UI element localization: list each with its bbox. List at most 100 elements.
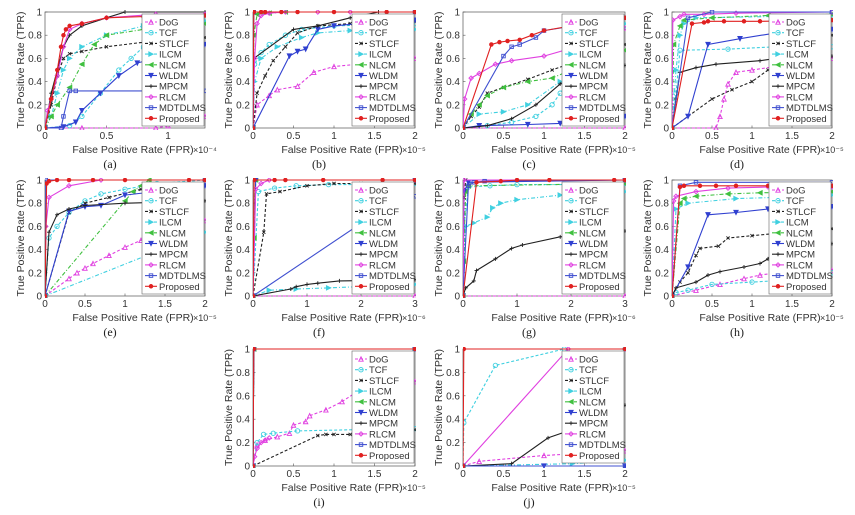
legend-rlcm-marker [358,94,364,100]
legend: DoGTCFSTLCFILCMNLCMWLDMMPCMRLCMMDTDLMSPr… [561,181,626,295]
legend-label-tcf: TCF [159,28,178,39]
y-tick-label: 1 [454,8,460,19]
point-proposed-marker [66,178,72,183]
point-mpcm-marker [348,15,353,20]
point-proposed-marker [529,32,535,38]
point-proposed-marker [622,178,626,183]
point-mpcm-marker [509,116,514,121]
y-tick-label: 0.8 [28,31,42,42]
y-tick-label: 0.4 [655,245,669,256]
point-proposed-marker [186,178,192,183]
legend-label-tcf: TCF [369,365,388,376]
point-stlcf-marker [332,432,336,437]
x-tick-label: 1 [749,131,755,142]
point-wldm-marker [134,60,141,67]
point-rlcm-marker [347,10,354,15]
point-rlcm-marker [266,178,273,183]
legend-label-mdtdlms: MDTDLMS [159,103,206,114]
legend-label-proposed: Proposed [369,282,410,293]
point-proposed-marker [705,19,711,24]
legend: DoGTCFSTLCFILCMNLCMWLDMMPCMRLCMMDTDLMSPr… [768,13,833,127]
point-mpcm-marker [714,62,718,67]
point-wldm-marker [685,264,691,271]
point-ilcm-marker [484,214,491,221]
legend-proposed-marker [358,284,364,289]
legend-stlcf-marker [149,41,153,46]
legend-label-wldm: WLDM [579,408,608,419]
point-dog-marker [274,86,281,93]
point-ilcm-marker [476,111,483,118]
y-tick-label: 0.8 [655,31,669,42]
panel-caption: (e) [103,325,116,339]
legend-dog-marker [148,186,154,193]
point-stlcf-marker [104,44,109,49]
point-dog-marker [733,69,739,75]
point-mpcm-marker [315,23,320,28]
point-mdtdlms-marker [61,114,66,119]
legend-mpcm-marker [776,84,780,89]
point-wldm-marker [72,119,79,126]
legend-label-wldm: WLDM [786,239,815,250]
y-tick-label: 0.8 [28,199,42,210]
point-stlcf-marker [750,233,754,238]
legend-stlcf-marker [359,378,363,383]
point-mpcm-marker [674,285,678,290]
y-tick-label: 1 [244,176,250,187]
x-tick-label: 1 [165,131,171,142]
legend-label-proposed: Proposed [786,282,827,293]
point-dog-marker [122,244,128,250]
legend-label-proposed: Proposed [579,282,620,293]
point-wldm-marker [115,73,122,80]
y-tick-label: 0 [36,292,42,303]
legend-label-mpcm: MPCM [579,82,608,93]
legend-rlcm-marker [148,262,154,268]
y-tick-label: 0.8 [655,199,669,210]
point-proposed-marker [55,67,60,73]
roc-panel: 0 0.2 0.4 0.6 0.8 1 0 0.5 1 1.5 2 True Positive Rat… [642,176,844,340]
point-proposed-marker [253,10,257,15]
legend-stlcf-marker [359,41,363,46]
legend-label-nlcm: NLCM [786,228,813,239]
point-rlcm-marker [254,20,260,27]
legend-tcf-marker [358,30,364,36]
point-dog-marker [339,398,346,405]
legend-ilcm-marker [775,51,782,58]
legend-label-mpcm: MPCM [369,82,398,93]
point-stlcf-marker [332,181,336,186]
series-line-mdtdlms [45,90,205,129]
legend-wldm-marker [775,240,781,247]
point-dog-marker [476,458,483,464]
point-nlcm-marker [201,21,206,26]
legend-label-mdtdlms: MDTDLMS [579,103,626,114]
point-proposed-marker [380,178,385,183]
y-tick-label: 0.6 [236,222,250,233]
legend-dog-marker [148,18,154,25]
y-tick-label: 0.2 [446,438,460,449]
x-tick-label: 0.5 [100,131,114,142]
point-ilcm-marker [60,67,67,73]
legend-mdtdlms-marker [358,105,364,110]
y-tick-label: 0.2 [28,268,42,279]
roc-panel: 0 0.2 0.4 0.6 0.8 1 0 0.5 1 1.5 2 True Positive Rat… [642,8,844,172]
point-wldm-marker [286,53,293,60]
point-stlcf-marker [315,433,320,438]
point-ilcm-marker [258,55,265,62]
x-tick-label: 1 [749,299,755,310]
legend-mdtdlms-marker [148,105,154,110]
point-rlcm-marker [476,70,483,77]
point-nlcm-marker [78,61,85,68]
legend: DoGTCFSTLCFILCMNLCMWLDMMPCMRLCMMDTDLMSPr… [561,13,626,127]
point-proposed-marker [283,178,288,183]
point-mpcm-marker [47,230,51,235]
point-stlcf-marker [271,58,276,63]
point-proposed-marker [90,178,96,183]
point-nlcm-marker [692,193,699,200]
y-axis-label: True Positive Rate (TPR) [642,12,654,129]
roc-panel: 0 0.2 0.4 0.6 0.8 1 0 1 2 3 True Positive Rate (TP… [223,176,426,340]
point-mdtdlms-marker [501,53,506,59]
y-axis-label: True Positive Rate (TPR) [642,180,654,297]
series-line-ilcm [45,231,206,297]
point-nlcm-marker [129,188,136,195]
point-stlcf-marker [255,91,259,96]
